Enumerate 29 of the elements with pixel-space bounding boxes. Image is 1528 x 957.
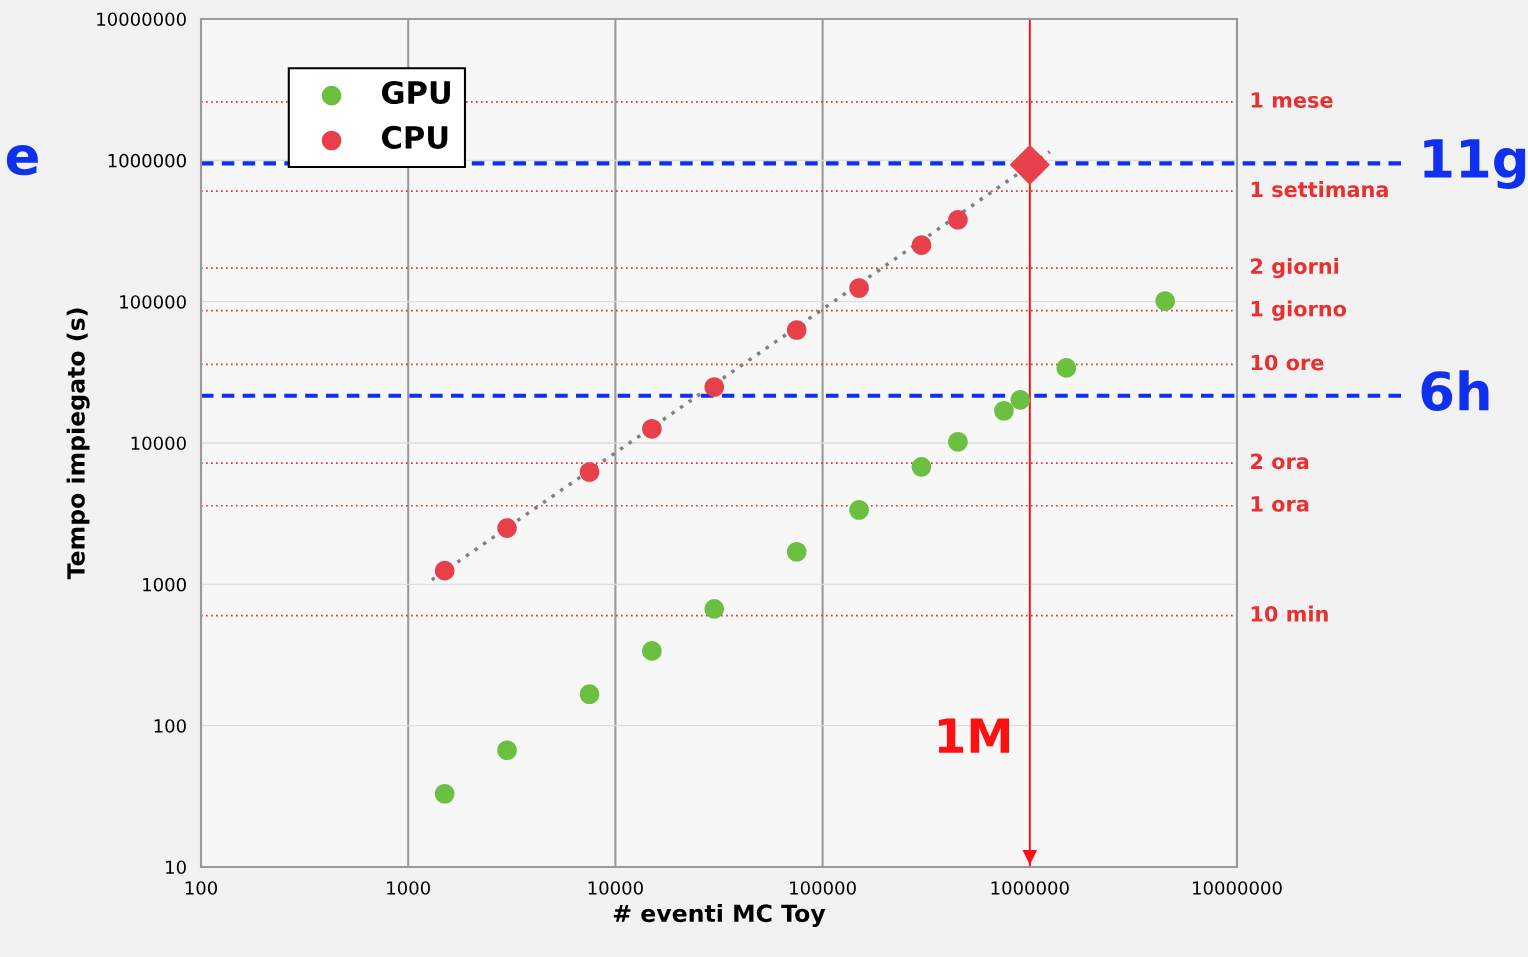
y-tick-label: 10000 <box>131 436 186 451</box>
x-tick-label: 1000000 <box>991 881 1069 895</box>
y-tick-label: 10 <box>166 860 186 875</box>
ref-line-label: 2 giorni <box>1251 257 1339 279</box>
legend-label: GPU <box>381 80 450 105</box>
ref-line-label: 1M <box>938 718 1009 753</box>
x-tick-label: 10000 <box>588 881 643 895</box>
x-tick-label: 10000000 <box>1193 881 1282 895</box>
ref-line-label: 6h <box>1421 370 1489 412</box>
ref-line-label: 1 mese <box>1251 92 1333 108</box>
ref-line-label: 1 giorno <box>1251 300 1347 321</box>
y-tick-label: 1000 <box>143 577 186 592</box>
y-tick-label: 1000000 <box>108 153 186 168</box>
x-axis-title: # eventi MC Toy <box>613 903 826 927</box>
y-tick-label: 100000 <box>120 295 186 309</box>
ref-line-label: 2 ora <box>1251 453 1309 470</box>
y-tick-label: 10000000 <box>97 12 186 27</box>
x-tick-label: 1000 <box>387 881 430 895</box>
ref-line-label: 10 ore <box>1251 354 1324 371</box>
ref-line-label: 1 ora <box>1251 496 1309 512</box>
ref-line-label: 10 min <box>1251 605 1328 622</box>
x-tick-label: 100000 <box>790 881 856 895</box>
ref-line-label: 1 settimana <box>1251 181 1388 198</box>
text: e <box>6 145 38 176</box>
y-axis-title: Tempo impiegato (s) <box>66 308 90 580</box>
ref-line-label: 11g <box>1424 139 1526 189</box>
legend-label: CPU <box>381 125 448 149</box>
x-tick-label: 100 <box>185 881 218 895</box>
y-tick-label: 100 <box>154 719 186 733</box>
